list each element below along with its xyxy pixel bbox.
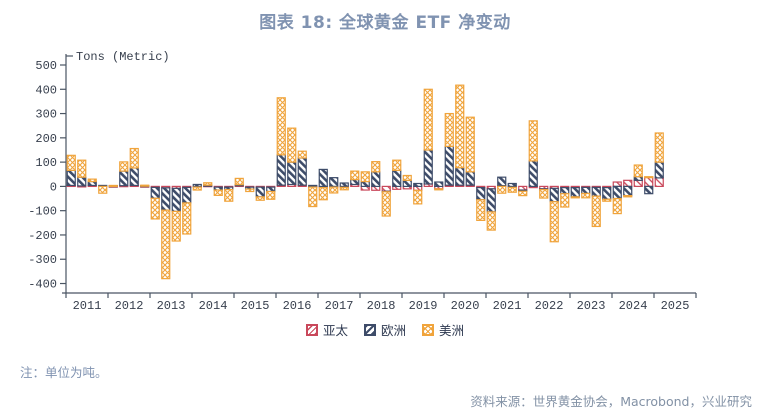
svg-text:2014: 2014 bbox=[199, 299, 228, 310]
svg-text:2013: 2013 bbox=[157, 299, 186, 310]
europe-swatch-icon bbox=[363, 323, 376, 336]
svg-text:2023: 2023 bbox=[577, 299, 606, 310]
svg-text:2017: 2017 bbox=[325, 299, 354, 310]
svg-text:2016: 2016 bbox=[283, 299, 312, 310]
svg-text:2024: 2024 bbox=[619, 299, 648, 310]
legend-label-asia-pacific: 亚太 bbox=[322, 323, 348, 338]
svg-text:2025: 2025 bbox=[661, 299, 690, 310]
gold-etf-net-change-chart: Tons (Metric) 500 400 300 200 100 0 -100 -200 -30… bbox=[0, 40, 770, 313]
chart-title: 图表 18: 全球黄金 ETF 净变动 bbox=[259, 13, 511, 33]
svg-text:2018: 2018 bbox=[367, 299, 396, 310]
legend-item-americas: 美洲 bbox=[422, 320, 464, 339]
asia-pacific-swatch-icon bbox=[305, 323, 318, 336]
svg-text:2015: 2015 bbox=[241, 299, 270, 310]
legend-label-americas: 美洲 bbox=[439, 323, 465, 338]
svg-text:100: 100 bbox=[35, 156, 57, 170]
svg-text:300: 300 bbox=[35, 108, 57, 122]
source-line: 资料来源：世界黄金协会，Macrobond，兴业研究 bbox=[470, 394, 752, 409]
svg-text:-300: -300 bbox=[28, 253, 57, 267]
svg-text:2011: 2011 bbox=[73, 299, 102, 310]
legend-item-europe: 欧洲 bbox=[363, 320, 406, 339]
svg-text:500: 500 bbox=[35, 59, 57, 73]
svg-text:2020: 2020 bbox=[451, 299, 480, 310]
legend-label-europe: 欧洲 bbox=[380, 323, 406, 338]
legend-item-asia-pacific: 亚太 bbox=[305, 320, 348, 339]
svg-text:-200: -200 bbox=[28, 229, 57, 243]
svg-text:2021: 2021 bbox=[493, 299, 522, 310]
svg-text:-100: -100 bbox=[28, 205, 57, 219]
svg-text:2012: 2012 bbox=[115, 299, 144, 310]
svg-text:2019: 2019 bbox=[409, 299, 438, 310]
svg-text:2022: 2022 bbox=[535, 299, 564, 310]
svg-text:Tons (Metric): Tons (Metric) bbox=[76, 50, 170, 64]
americas-swatch-icon bbox=[422, 323, 434, 336]
svg-text:0: 0 bbox=[50, 180, 57, 194]
footnote: 注：单位为吨。 bbox=[20, 365, 108, 380]
svg-text:-400: -400 bbox=[28, 278, 57, 292]
svg-text:200: 200 bbox=[35, 132, 57, 146]
chart-legend: 亚太 欧洲 美洲 bbox=[0, 320, 770, 339]
chart-canvas: Tons (Metric) 500 400 300 200 100 0 -100 -200 -30… bbox=[28, 50, 697, 313]
svg-text:400: 400 bbox=[35, 83, 57, 97]
